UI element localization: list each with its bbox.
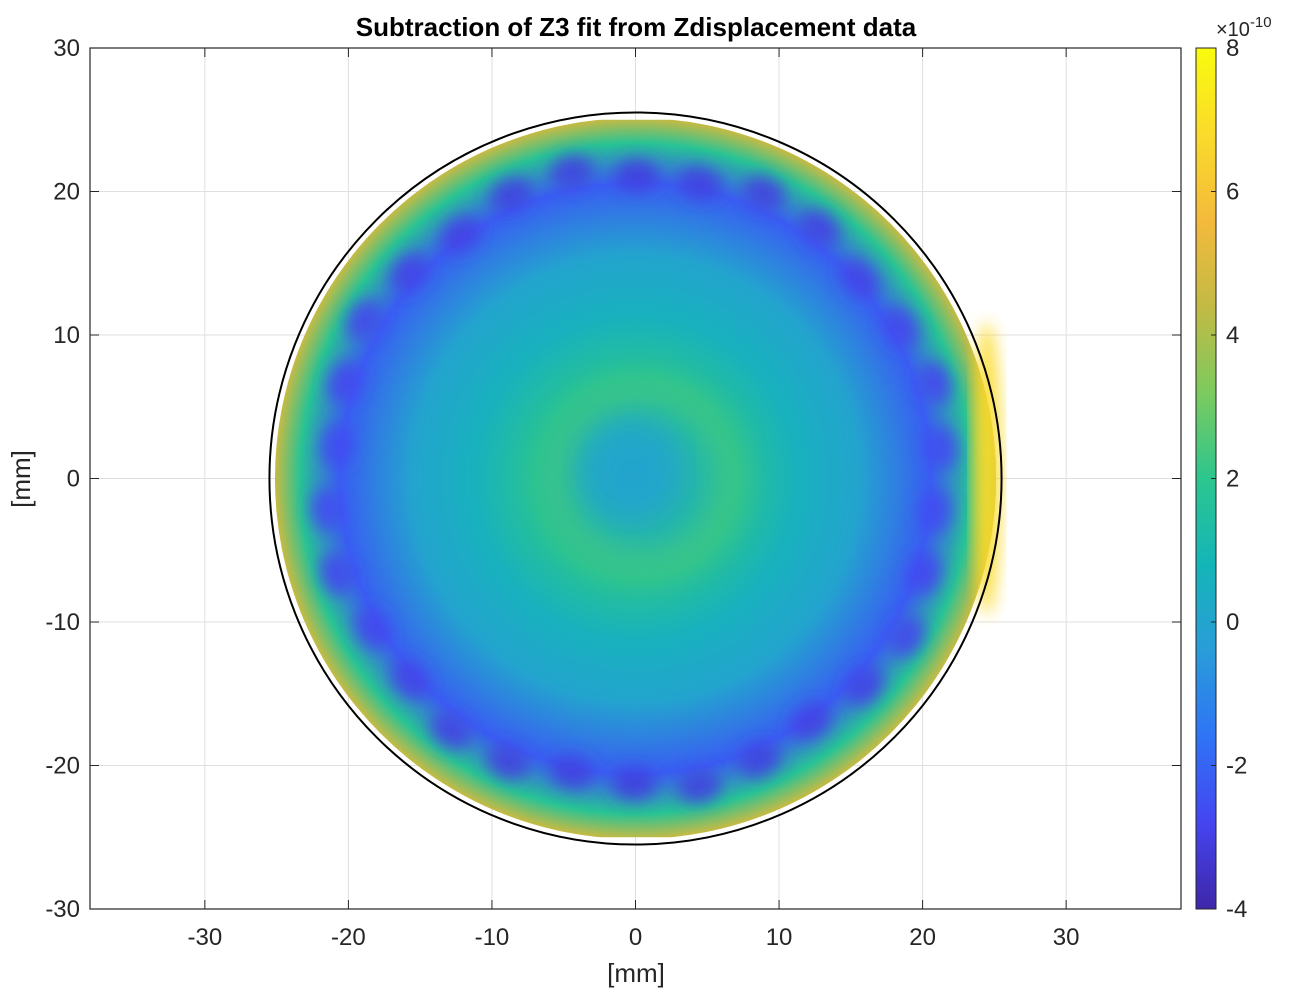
colorbar-tick-label: -2 [1226, 753, 1247, 780]
colorbar-exponent: ×10-10 [1216, 14, 1272, 41]
dark-spot [907, 552, 941, 596]
dark-spot [310, 487, 344, 532]
y-tick-label: 30 [53, 35, 80, 62]
aperture-circle [268, 111, 1003, 846]
dark-spot [486, 745, 529, 780]
dark-spot [389, 252, 428, 292]
dark-spot [889, 616, 925, 658]
colorbar-tick-label: 6 [1226, 179, 1239, 206]
colorbar-tick-label: 2 [1226, 466, 1239, 493]
y-tick-label: 10 [53, 322, 80, 349]
x-tick-label: 10 [766, 924, 793, 951]
dark-spot [320, 423, 354, 468]
dark-spot [677, 770, 722, 803]
dark-spot [841, 258, 879, 298]
colorbar-tick-label: -4 [1226, 896, 1247, 923]
dark-spot [614, 159, 659, 192]
surface-map [275, 119, 1001, 838]
chart-title: Subtraction of Z3 fit from Zdisplacement… [356, 12, 917, 42]
center-spot [581, 420, 678, 517]
dark-spot [743, 175, 786, 211]
y-tick-label: -20 [45, 753, 80, 780]
dark-spot [677, 166, 722, 200]
x-tick-label: 0 [629, 924, 642, 951]
x-tick-label: 30 [1053, 924, 1080, 951]
dark-spot [345, 299, 382, 341]
colorbar-tick-label: 8 [1226, 35, 1239, 62]
y-axis: 30 20 10 0 -10 -20 -30 [45, 35, 1181, 923]
dark-ring-spots [310, 154, 958, 803]
dark-spot [790, 703, 831, 741]
x-tick-label: -20 [331, 924, 366, 951]
y-tick-label: -30 [45, 896, 80, 923]
dark-spot [799, 209, 840, 246]
dark-spot [439, 216, 481, 253]
y-tick-label: -10 [45, 609, 80, 636]
dark-spot [845, 666, 884, 706]
dark-spot [430, 712, 471, 750]
x-tick-label: -10 [475, 924, 510, 951]
x-tick-label: -30 [187, 924, 222, 951]
dark-spot [327, 360, 361, 404]
y-tick-label: 20 [53, 179, 80, 206]
dark-spot [919, 489, 952, 534]
dark-spot [549, 154, 594, 188]
colorbar-tick-label: 4 [1226, 322, 1239, 349]
colorbar-exponent-base: ×10 [1216, 19, 1250, 41]
dark-spot [612, 767, 657, 800]
dark-spot [319, 552, 354, 596]
dark-spot [738, 743, 781, 778]
center-ring [542, 377, 745, 580]
dark-spot [549, 756, 594, 789]
colorbar-ticks: 8 6 4 2 0 -2 -4 [1211, 35, 1247, 923]
colorbar-tick-label: 0 [1226, 609, 1239, 636]
dark-spot [489, 177, 532, 212]
y-tick-label: 0 [67, 466, 80, 493]
dark-spot [883, 306, 919, 348]
dark-spot [354, 608, 390, 650]
x-axis: -30 -20 -10 0 10 20 30 [187, 48, 1080, 951]
y-axis-label: [mm] [6, 450, 36, 508]
dark-spot [391, 660, 429, 700]
dark-spot [918, 361, 952, 405]
x-tick-label: 20 [909, 924, 936, 951]
right-edge-band [972, 322, 1001, 615]
colorbar-exponent-power: -10 [1250, 14, 1272, 31]
x-axis-label: [mm] [607, 958, 665, 988]
dark-spot [925, 425, 958, 470]
